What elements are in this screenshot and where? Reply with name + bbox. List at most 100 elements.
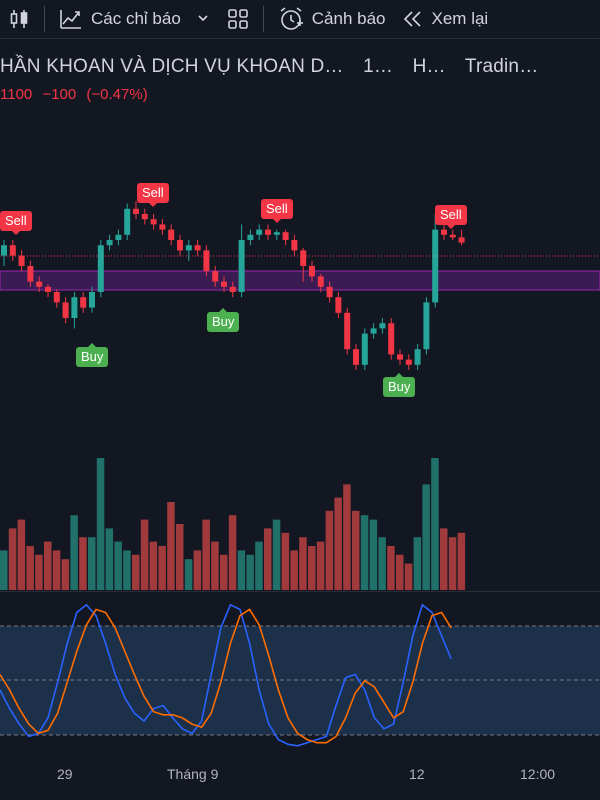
volume-bar (79, 537, 87, 590)
volume-bar (272, 519, 281, 590)
candle-body (291, 240, 298, 251)
indicators-button[interactable]: Các chỉ báo (51, 0, 219, 38)
buy-signal: Buy (383, 373, 416, 397)
indicators-icon (60, 10, 81, 29)
alerts-label: Cảnh báo (311, 9, 386, 28)
candle-body (397, 354, 403, 360)
replay-button[interactable]: Xem lại (394, 0, 497, 38)
volume-bar (96, 458, 105, 590)
volume-bar (352, 510, 360, 590)
replay-label: Xem lại (431, 9, 489, 28)
candle-body (282, 232, 289, 240)
volume-bar (448, 537, 457, 590)
volume-bar (228, 515, 237, 590)
toolbar-divider (44, 6, 45, 32)
volume-bar (35, 554, 43, 590)
volume-bar (413, 537, 422, 590)
volume-bar (334, 497, 342, 590)
volume-bar (211, 541, 219, 590)
candle-body (344, 312, 351, 350)
volume-bar (123, 550, 131, 590)
candle-body (335, 297, 342, 313)
candle-body (185, 245, 192, 251)
candle-body (229, 286, 236, 292)
sell-signal: Sell (0, 211, 32, 235)
volume-bar (457, 532, 466, 590)
symbol-exchange: H… (412, 56, 446, 77)
volume-bar (369, 519, 378, 590)
volume-bar (17, 519, 26, 590)
candle-body (89, 292, 95, 308)
candle-body (256, 229, 263, 235)
stoch-k-line (0, 603, 452, 747)
buy-signal: Buy (76, 343, 109, 367)
candle-body (71, 297, 78, 318)
candle-body (1, 245, 7, 256)
candle-body (177, 240, 183, 251)
alerts-button[interactable]: Cảnh báo (270, 0, 394, 38)
candle-body (370, 328, 377, 334)
symbol-legend[interactable]: HẦN KHOAN VÀ DỊCH VỤ KHOAN D… 1… H… Trad… (0, 56, 552, 78)
last-price: 1100 (0, 86, 33, 103)
volume-bar (387, 546, 395, 590)
candle-body (97, 245, 104, 292)
candle-body (62, 302, 69, 318)
candle-body (159, 224, 166, 230)
candle-body (9, 245, 16, 256)
volume-bar (299, 537, 307, 590)
volume-bar (61, 559, 70, 590)
volume-bar (281, 532, 290, 590)
candle-body (405, 359, 412, 365)
pane-separator[interactable] (0, 591, 600, 592)
time-axis[interactable]: 29 Tháng 9 12 12:00 (0, 760, 600, 800)
price-change: −100 (42, 86, 77, 103)
volume-bar (237, 550, 246, 590)
volume-bar (193, 550, 202, 590)
candle-body (265, 229, 271, 235)
candle-body (273, 232, 280, 235)
buy-signal: Buy (207, 308, 240, 332)
volume-bar (396, 554, 404, 590)
candle-body (414, 349, 421, 365)
candle-body (441, 229, 447, 235)
candle-body (150, 219, 157, 225)
chevron-down-icon[interactable] (181, 8, 211, 30)
stoch-d-line (0, 608, 452, 744)
volume-bar (378, 537, 386, 590)
candle-body (238, 240, 245, 292)
price-chart[interactable] (0, 0, 600, 760)
volume-bar (440, 528, 448, 590)
candle-body (53, 292, 60, 303)
rewind-icon (403, 11, 421, 27)
x-tick-label: 29 (57, 766, 73, 782)
top-toolbar: Các chỉ báo Cảnh báo Xem lại (0, 0, 600, 39)
candle-style-button[interactable] (0, 0, 38, 38)
volume-bar (158, 546, 166, 590)
candlestick-icon (10, 10, 28, 28)
volume-bar (202, 519, 210, 590)
toolbar-divider (262, 6, 264, 32)
symbol-source: Tradin… (464, 56, 539, 77)
volume-bar (404, 563, 413, 590)
candle-body (361, 333, 368, 365)
price-legend: 1100 −100 (−0.47%) (0, 86, 154, 103)
candle-body (326, 286, 333, 298)
candle-body (212, 271, 219, 282)
symbol-interval: 1… (363, 56, 394, 77)
templates-button[interactable] (219, 0, 257, 38)
candle-body (124, 208, 131, 235)
candle-body (80, 297, 87, 308)
candle-body (247, 234, 254, 240)
candle-body (449, 234, 456, 238)
volume-bar (88, 537, 96, 590)
candle-body (115, 234, 122, 240)
volume-bar (246, 554, 254, 590)
volume-bar (149, 541, 158, 590)
x-tick-label: 12:00 (520, 766, 556, 782)
candle-body (141, 214, 148, 220)
candle-body (106, 240, 113, 246)
volume-bar (325, 510, 334, 590)
volume-group (0, 458, 466, 590)
candle-body (45, 286, 51, 292)
support-band (0, 270, 600, 291)
